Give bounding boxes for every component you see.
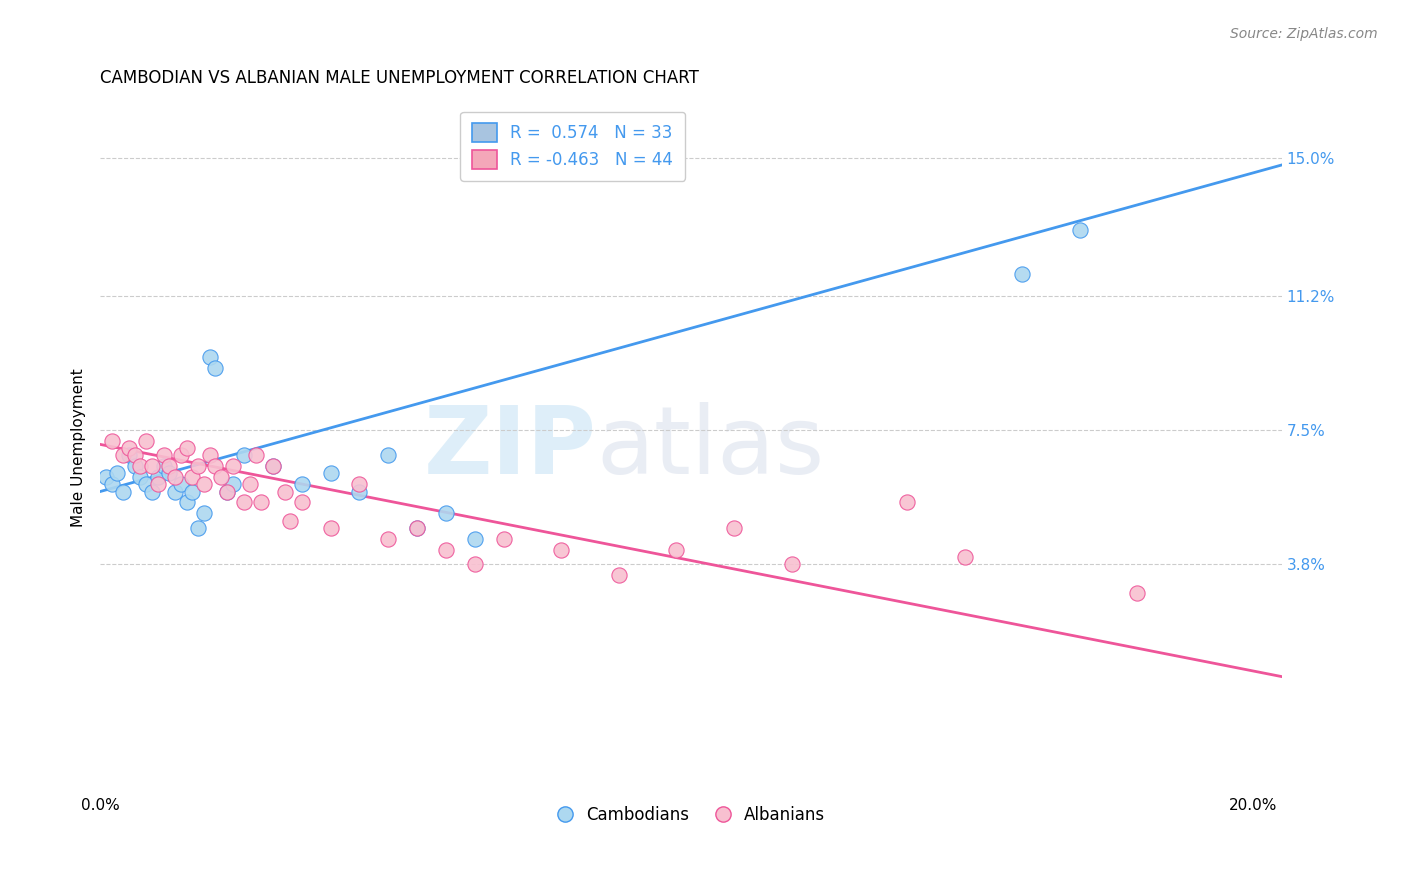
Point [262,459,284,474]
Point [112,448,135,462]
Point [198,448,221,462]
Point [377,532,399,546]
Point [550,542,572,557]
Point [100,434,122,448]
Point [291,495,314,509]
Point [492,532,515,546]
Point [464,532,486,546]
Point [152,459,174,474]
Point [953,549,976,564]
Point [141,484,163,499]
Point [278,514,301,528]
Point [291,477,314,491]
Point [434,542,457,557]
Point [135,477,157,491]
Point [176,495,198,509]
Point [135,434,157,448]
Point [406,521,429,535]
Point [152,448,174,462]
Point [107,467,129,481]
Point [377,448,399,462]
Point [181,484,204,499]
Point [124,459,146,474]
Point [193,477,215,491]
Point [204,361,226,376]
Point [198,351,221,365]
Point [176,441,198,455]
Point [349,477,371,491]
Point [233,448,256,462]
Point [170,477,193,491]
Point [245,448,267,462]
Point [1069,223,1091,237]
Point [1126,586,1149,600]
Point [157,467,180,481]
Point [434,506,457,520]
Point [141,459,163,474]
Text: ZIP: ZIP [423,402,596,494]
Point [464,557,486,571]
Point [163,470,186,484]
Y-axis label: Male Unemployment: Male Unemployment [72,368,86,527]
Point [607,568,630,582]
Point [319,467,342,481]
Point [146,477,169,491]
Point [780,557,803,571]
Point [221,477,243,491]
Point [129,470,152,484]
Point [146,470,169,484]
Point [262,459,284,474]
Point [723,521,745,535]
Point [187,459,209,474]
Point [163,484,186,499]
Point [896,495,918,509]
Point [118,448,141,462]
Legend: Cambodians, Albanians: Cambodians, Albanians [548,798,834,832]
Point [215,484,238,499]
Point [193,506,215,520]
Point [100,477,122,491]
Point [406,521,429,535]
Text: atlas: atlas [596,402,824,494]
Point [665,542,688,557]
Point [118,441,141,455]
Text: CAMBODIAN VS ALBANIAN MALE UNEMPLOYMENT CORRELATION CHART: CAMBODIAN VS ALBANIAN MALE UNEMPLOYMENT … [100,69,699,87]
Point [94,470,117,484]
Point [233,495,256,509]
Point [273,484,295,499]
Point [187,521,209,535]
Text: Source: ZipAtlas.com: Source: ZipAtlas.com [1230,27,1378,41]
Point [157,459,180,474]
Point [239,477,262,491]
Point [181,470,204,484]
Point [129,459,152,474]
Point [215,484,238,499]
Point [170,448,193,462]
Point [124,448,146,462]
Point [204,459,226,474]
Point [250,495,273,509]
Point [221,459,243,474]
Point [112,484,135,499]
Point [209,470,232,484]
Point [349,484,371,499]
Point [1011,267,1033,281]
Point [319,521,342,535]
